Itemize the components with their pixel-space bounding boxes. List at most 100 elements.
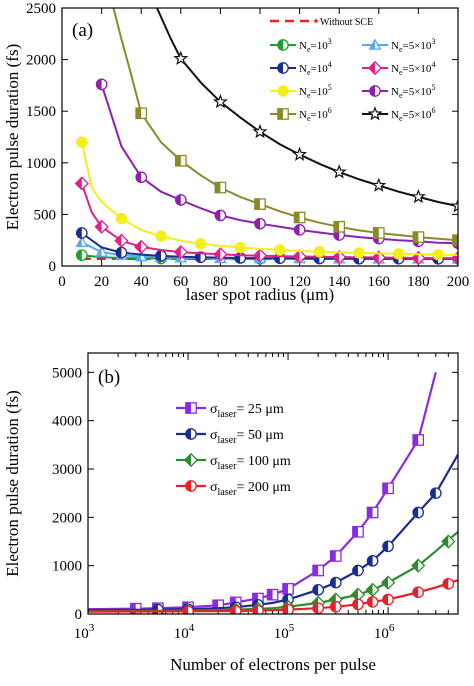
label-sub: laser [218, 435, 238, 446]
marker-circle-fill [254, 218, 260, 229]
marker-circle-fill [367, 596, 373, 608]
marker-diamond-fill [366, 583, 373, 597]
data-point [94, 219, 109, 234]
label-exp: 6 [328, 106, 332, 115]
marker-circle-fill [175, 194, 181, 206]
data-point [410, 188, 426, 204]
y-tick-label: 500 [34, 207, 57, 223]
x-tick-label: 60 [173, 274, 188, 290]
x-tick-label: 140 [328, 274, 351, 290]
label-sigma: σ [210, 454, 218, 469]
data-point [95, 245, 108, 257]
data-point [155, 250, 167, 262]
x-tick-label: 120 [288, 274, 311, 290]
marker-circle-fill [430, 487, 436, 499]
label-rest: = 100 μm [236, 454, 290, 469]
marker-square-fill [367, 507, 373, 518]
label-eq: =10 [311, 86, 329, 98]
legend-label: Ne=5×104 [391, 60, 435, 77]
marker-circle-fill [352, 565, 358, 576]
data-point [213, 247, 228, 262]
marker-square-fill [254, 198, 260, 210]
label-sub: e [307, 91, 311, 100]
marker-circle-fill [215, 210, 221, 221]
marker-square-fill [277, 108, 283, 120]
marker-diamond-fill [214, 248, 221, 261]
series-line-1 [88, 453, 458, 612]
data-point [115, 212, 128, 225]
data-point [252, 123, 268, 139]
legend-label: Ne=103 [299, 37, 332, 54]
legend-marker [277, 85, 289, 97]
data-point [76, 136, 88, 148]
data-point [411, 558, 426, 573]
data-point [182, 605, 194, 614]
y-tick-label: 5000 [52, 365, 82, 381]
marker-star [331, 164, 347, 179]
marker-circle-fill [312, 584, 319, 596]
marker-circle [313, 246, 326, 258]
marker-square-fill [330, 550, 336, 562]
x-tick-label: 160 [368, 274, 391, 290]
label-eq: =10 [311, 63, 329, 75]
marker-circle [234, 241, 246, 254]
label-exp: 5 [431, 83, 435, 92]
legend-marker [277, 62, 289, 74]
tick-base: 10 [174, 626, 189, 642]
legend-marker [183, 452, 199, 468]
y-tick-label: 1500 [26, 104, 56, 120]
data-point [429, 487, 442, 500]
label-sub: e [307, 114, 311, 123]
x-tick-label: 103 [74, 622, 95, 642]
data-point [274, 244, 286, 256]
data-point [292, 249, 307, 264]
marker-star [173, 50, 189, 65]
legend-marker [277, 108, 289, 120]
marker-circle-fill [155, 250, 161, 262]
data-point [174, 194, 187, 206]
label-n: N [391, 63, 399, 75]
label-exp: 5 [328, 83, 332, 92]
marker-square-fill [334, 221, 340, 232]
series-line-0 [88, 372, 437, 611]
data-point [173, 244, 188, 260]
marker-diamond-fill [75, 177, 82, 190]
data-point [135, 171, 148, 184]
label-sub: e [399, 68, 403, 77]
legend-label: Ne=5×106 [391, 106, 435, 123]
data-point [366, 506, 379, 519]
data-point [353, 247, 365, 259]
marker-circle-fill [277, 39, 283, 51]
marker-circle-fill [382, 541, 389, 552]
data-point [194, 238, 207, 250]
marker-diamond-fill [253, 249, 260, 262]
marker-square-fill [312, 565, 319, 576]
label-sub: e [399, 91, 403, 100]
label-exp: 4 [431, 60, 435, 69]
legend-marker [185, 480, 197, 492]
marker-triangle-fill [76, 237, 82, 247]
legend-label: Ne=105 [299, 83, 332, 100]
legend-label: Ne=5×103 [391, 37, 435, 54]
label-exp: 6 [431, 106, 435, 115]
y-tick-label: 2500 [26, 1, 56, 17]
x-axis-label: Number of electrons per pulse [170, 655, 376, 674]
data-point [412, 506, 425, 519]
x-tick-label: 106 [374, 622, 395, 642]
marker-star [292, 146, 308, 162]
series-line-6 [100, 84, 458, 245]
data-point [115, 246, 128, 259]
tick-base: 10 [374, 626, 389, 642]
marker-circle-fill [116, 247, 122, 258]
marker-circle [155, 230, 167, 242]
legend-marker [369, 85, 381, 97]
label-rest: = 200 μm [236, 480, 290, 495]
tick-exponent: 3 [89, 622, 95, 634]
data-point [333, 220, 346, 233]
tick-exponent: 6 [389, 622, 395, 634]
data-point [194, 251, 207, 264]
label-n: N [299, 63, 307, 75]
label-eq: =10 [311, 109, 329, 121]
